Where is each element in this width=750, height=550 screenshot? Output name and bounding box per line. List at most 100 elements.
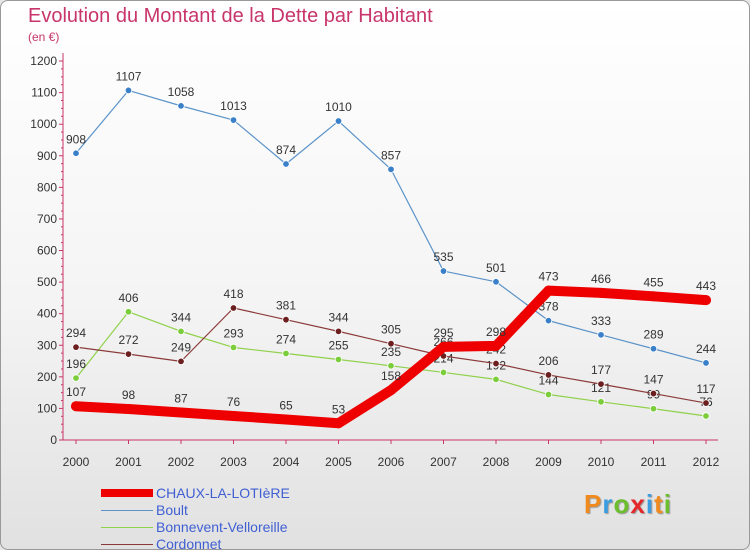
data-label: 107 [66,385,86,399]
data-label: 98 [122,388,136,402]
data-point [282,315,290,324]
data-label: 177 [591,363,611,377]
data-point [123,404,134,415]
data-label: 501 [486,261,506,275]
data-label: 206 [538,354,558,368]
data-point [702,412,710,420]
data-point [177,357,185,366]
legend-swatch [101,527,153,528]
brand-letter: P [584,489,603,519]
data-label: 87 [174,392,188,406]
data-label: 196 [66,357,86,371]
data-label: 381 [276,299,296,313]
data-label: 65 [279,398,293,412]
data-point [334,355,343,364]
data-label: 249 [171,340,191,354]
legend-swatch [101,510,153,511]
y-tick-label: 0 [50,433,57,447]
data-point [597,398,605,406]
y-tick-label: 1100 [31,86,57,100]
data-point [228,410,239,421]
data-point [72,374,80,382]
data-label: 1010 [325,100,352,114]
data-label: 1107 [116,69,142,83]
data-label: 274 [276,332,296,346]
data-label: 908 [66,132,86,146]
brand-letter: o [613,489,631,519]
data-point [124,350,133,358]
data-point [492,375,500,384]
data-point [438,341,449,352]
data-point [333,418,344,429]
y-tick-label: 100 [37,401,57,415]
data-label: 378 [538,300,558,314]
data-point [597,331,605,339]
data-point [544,390,553,399]
data-label: 443 [696,279,716,293]
x-tick-label: 2004 [273,455,300,469]
data-label: 294 [66,326,86,340]
chart-subtitle: (en €) [28,30,60,44]
data-point [492,359,500,368]
series-boult: 908 1107 1058 1013 874 1010 857 535 501 378 333 289… [66,69,716,367]
data-label: 289 [643,328,663,342]
data-point [387,339,395,348]
data-point [649,405,658,413]
data-point [439,267,448,275]
legend-swatch [101,489,153,497]
series-bonnevent-velloreille: 1964063442932742552352141921441219976 [66,291,713,420]
data-point [596,287,606,298]
legend-swatch [101,544,153,545]
y-tick-label: 500 [37,275,57,289]
brand-letter: i [663,489,672,519]
x-tick-label: 2009 [535,455,562,469]
data-point [177,327,185,336]
y-tick-label: 200 [37,370,57,384]
data-point [71,401,81,412]
y-tick-label: 400 [37,307,57,321]
data-point [649,345,658,353]
data-label: 333 [591,314,611,328]
data-label: 874 [276,143,296,157]
data-label: 244 [696,342,716,356]
data-point [229,343,238,352]
y-tick-label: 600 [37,244,57,258]
data-label: 857 [381,148,401,162]
x-tick-label: 2006 [378,455,405,469]
data-point [648,291,659,302]
data-point [701,295,711,306]
x-tick-label: 2005 [325,455,352,469]
data-label: 158 [381,369,401,383]
data-point [491,340,501,351]
data-point [282,349,290,358]
y-tick-label: 800 [37,180,57,194]
data-point [649,389,658,398]
data-point [282,160,290,168]
x-tick-label: 2000 [63,455,90,469]
data-label: 535 [433,250,453,264]
data-point [177,102,185,110]
data-point [387,165,395,174]
data-point [229,304,238,312]
data-label: 455 [643,275,663,289]
data-label: 344 [171,310,191,324]
x-tick-label: 2003 [220,455,247,469]
data-point [439,368,448,377]
legend-label: CHAUX-LA-LOTIèRE [156,485,290,501]
data-point [334,327,343,336]
brand-letter: x [630,489,646,519]
x-tick-label: 2012 [693,455,720,469]
data-point [72,343,80,351]
data-point [176,407,186,418]
data-label: 473 [538,270,558,284]
y-tick-label: 300 [37,338,57,352]
y-tick-label: 1200 [30,54,57,68]
data-point [124,86,133,95]
brand-letter: i [645,489,655,519]
data-label: 272 [118,333,138,347]
data-point [544,316,553,325]
data-label: 1013 [220,99,247,113]
x-tick-label: 2007 [430,455,457,469]
